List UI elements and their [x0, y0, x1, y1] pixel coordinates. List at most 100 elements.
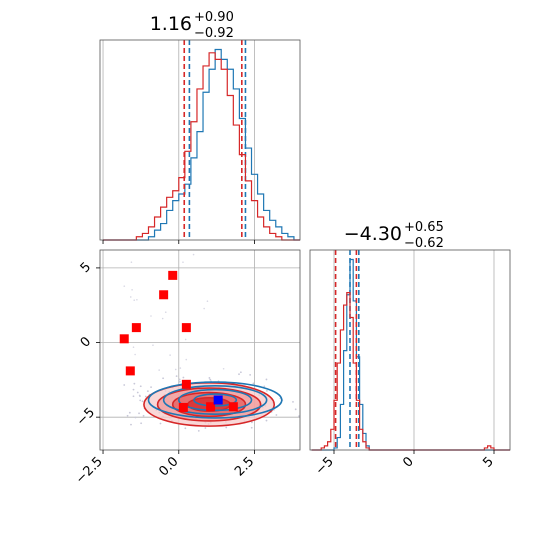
panel-title: 1.16 +0.90−0.92 — [150, 10, 234, 41]
sample-point — [139, 385, 142, 388]
title-value: −4.30 — [344, 223, 402, 245]
density-contour — [177, 388, 253, 412]
red-marker — [159, 290, 169, 300]
sample-point — [169, 354, 171, 356]
y-tick-label: 5 — [78, 260, 94, 276]
sample-point — [182, 261, 184, 263]
sample-point — [134, 416, 137, 419]
sample-point — [209, 378, 212, 381]
x-tick-label: −5 — [313, 454, 337, 478]
title-upper-error: +0.65 — [404, 220, 444, 235]
sample-point — [138, 394, 141, 397]
sample-point — [130, 261, 133, 264]
sample-point — [150, 315, 152, 317]
sample-point — [144, 395, 147, 398]
sample-point — [250, 421, 253, 424]
sample-point — [204, 427, 207, 429]
x-tick-label: 5 — [480, 454, 496, 470]
sample-point — [184, 427, 187, 430]
sample-point — [266, 389, 268, 392]
red-marker — [178, 402, 188, 412]
sample-point — [158, 369, 160, 371]
sample-point — [294, 408, 297, 411]
sample-point — [152, 344, 154, 346]
sample-point — [238, 373, 240, 376]
panel-title: −4.30 +0.65−0.62 — [344, 220, 444, 251]
sample-point — [123, 384, 126, 386]
red-marker — [228, 402, 238, 412]
axes-frame — [99, 39, 301, 241]
sample-point — [164, 311, 167, 314]
sample-point — [161, 317, 164, 320]
sample-point — [133, 382, 136, 385]
sample-point — [139, 399, 142, 402]
blue-marker — [213, 395, 223, 405]
sample-point — [141, 400, 144, 403]
sample-point — [146, 390, 149, 393]
red-marker — [181, 379, 191, 389]
sample-point — [128, 411, 131, 414]
sample-point — [134, 353, 136, 356]
sample-point — [136, 298, 138, 301]
histogram-series — [103, 48, 300, 241]
sample-point — [132, 346, 135, 349]
sample-point — [129, 296, 132, 298]
sample-point — [130, 423, 132, 426]
red-marker — [168, 270, 178, 280]
title-lower-error: −0.92 — [194, 26, 234, 41]
sample-point — [275, 414, 278, 416]
sample-point — [178, 380, 181, 383]
sample-point — [184, 338, 187, 341]
sample-point — [132, 395, 135, 398]
histogram-series — [311, 258, 510, 451]
sample-point — [126, 414, 129, 417]
red-marker — [125, 366, 135, 376]
sample-point — [142, 414, 145, 417]
sample-point — [197, 429, 200, 432]
sample-point — [265, 378, 268, 381]
x-tick-label: 0.0 — [156, 454, 181, 479]
sample-point — [179, 367, 182, 369]
panel-top-left: 1.16 +0.90−0.92 — [99, 10, 301, 244]
sample-point — [263, 385, 266, 388]
sample-point — [132, 388, 135, 391]
sample-point — [265, 419, 268, 422]
sample-point — [292, 401, 294, 403]
title-lower-error: −0.62 — [404, 236, 444, 251]
x-tick-label: 2.5 — [232, 454, 257, 479]
sample-point — [138, 412, 140, 415]
sample-point — [298, 415, 300, 418]
axes-frame — [99, 249, 301, 451]
sample-point — [131, 288, 133, 291]
red-marker — [206, 402, 216, 412]
sample-point — [178, 378, 181, 381]
x-tick-label: 0 — [400, 454, 416, 470]
y-tick-label: 0 — [78, 334, 94, 350]
density-contour — [162, 385, 268, 415]
sample-point — [162, 377, 165, 380]
sample-point — [136, 391, 139, 394]
histogram-series — [311, 292, 510, 451]
sample-point — [225, 426, 228, 429]
sample-point — [159, 422, 162, 425]
density-contour — [193, 393, 238, 407]
panel-bottom-right: −5 0 5 −4.30 +0.65−0.62 — [309, 220, 511, 478]
histogram-series — [103, 52, 300, 241]
sample-point — [150, 386, 152, 389]
panel-bottom-left: −2.5 0.0 2.5 5 0 −5 — [73, 249, 301, 487]
sample-point — [208, 377, 211, 379]
sample-point — [222, 367, 225, 370]
sample-point — [182, 376, 185, 379]
sample-point — [174, 368, 177, 371]
sample-point — [140, 422, 143, 425]
sample-point — [123, 285, 126, 287]
sample-point — [185, 358, 188, 361]
red-marker — [119, 334, 129, 344]
red-marker — [131, 323, 141, 333]
sample-point — [249, 373, 252, 376]
y-tick-label: −5 — [74, 405, 98, 429]
density-contour — [147, 381, 283, 419]
panels: 1.16 +0.90−0.92−2.5 0.0 2.550−5−5 0 5−4.30 +0.… — [73, 10, 511, 487]
sample-point — [203, 307, 205, 310]
